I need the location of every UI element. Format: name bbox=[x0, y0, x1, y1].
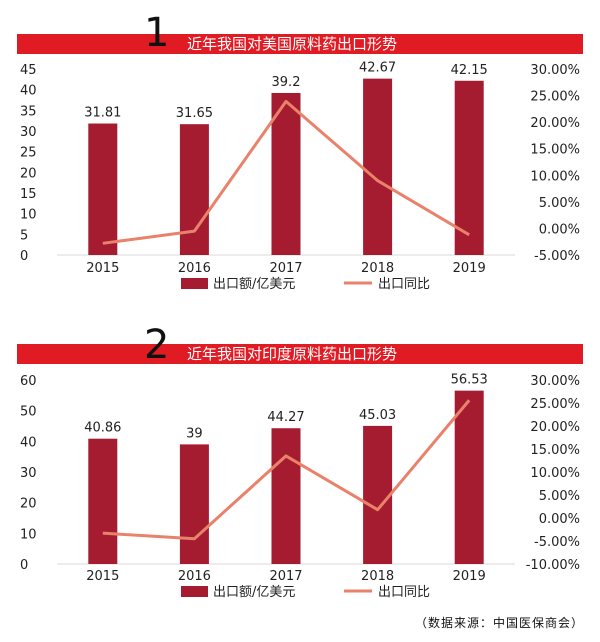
x-tick-label: 2018 bbox=[361, 569, 394, 584]
data-label: 44.27 bbox=[267, 410, 304, 425]
x-tick-label: 2015 bbox=[86, 569, 119, 584]
legend-label: 出口额/亿美元 bbox=[213, 585, 295, 600]
chart-plot: 0 5 10 15 20 25 30 35 40 45 -5.00% 0.00% 5.00% 10.00%… bbox=[20, 61, 580, 292]
y2-tick-label: 20.00% bbox=[530, 116, 580, 131]
y2-tick-label: 15.00% bbox=[530, 143, 580, 158]
y-tick-label: 0 bbox=[20, 249, 28, 264]
legend-label: 出口同比 bbox=[378, 277, 430, 292]
bar bbox=[363, 78, 393, 255]
title-banner bbox=[17, 34, 583, 54]
y2-tick-label: -5.00% bbox=[534, 249, 580, 264]
y-tick-label: 35 bbox=[20, 104, 37, 119]
x-tick-label: 2015 bbox=[86, 261, 119, 276]
chart-title: 近年我国对印度原料药出口形势 bbox=[187, 345, 398, 363]
y-tick-label: 5 bbox=[20, 228, 28, 243]
y-tick-label: 25 bbox=[20, 146, 37, 161]
y-tick-label: 10 bbox=[20, 208, 37, 223]
y2-tick-label: 0.00% bbox=[539, 512, 580, 527]
x-tick-label: 2017 bbox=[269, 569, 302, 584]
legend-label: 出口同比 bbox=[378, 585, 430, 600]
x-tick-label: 2016 bbox=[178, 261, 211, 276]
source-note: （数据来源：中国医保商会） bbox=[414, 616, 584, 630]
y2-tick-label: 25.00% bbox=[530, 90, 580, 105]
line-series bbox=[102, 399, 471, 541]
y2-tick-label: 10.00% bbox=[530, 466, 580, 481]
y2-tick-label: 15.00% bbox=[530, 443, 580, 458]
y-tick-label: 30 bbox=[20, 125, 37, 140]
data-label: 56.53 bbox=[451, 373, 488, 388]
y-tick-label: 40 bbox=[20, 435, 37, 450]
y2-tick-label: 20.00% bbox=[530, 420, 580, 435]
y2-tick-label: -5.00% bbox=[534, 535, 580, 550]
x-tick-label: 2018 bbox=[361, 261, 394, 276]
line-series bbox=[102, 99, 470, 245]
y-tick-label: 40 bbox=[20, 84, 37, 99]
x-tick-label: 2019 bbox=[453, 261, 486, 276]
data-label: 40.86 bbox=[84, 421, 121, 436]
y-tick-label: 0 bbox=[20, 558, 28, 573]
y2-tick-label: 5.00% bbox=[539, 489, 580, 504]
data-label: 39 bbox=[186, 426, 203, 441]
y2-tick-label: 30.00% bbox=[530, 374, 580, 389]
y2-tick-label: 10.00% bbox=[530, 169, 580, 184]
panel-number: 2 bbox=[144, 322, 170, 368]
y2-tick-label: 30.00% bbox=[530, 63, 580, 78]
x-tick-label: 2019 bbox=[453, 569, 486, 584]
y2-tick-label: 5.00% bbox=[539, 196, 580, 211]
data-label: 31.81 bbox=[84, 106, 121, 121]
bar bbox=[271, 428, 301, 564]
data-label: 31.65 bbox=[176, 106, 213, 121]
title-banner bbox=[17, 344, 583, 364]
bar bbox=[454, 390, 484, 564]
bar bbox=[179, 444, 209, 564]
y2-tick-label: 0.00% bbox=[539, 222, 580, 237]
data-label: 42.67 bbox=[359, 61, 396, 76]
y-tick-label: 10 bbox=[20, 527, 37, 542]
panel-number: 1 bbox=[144, 10, 170, 56]
bar bbox=[88, 438, 118, 564]
y-tick-label: 20 bbox=[20, 166, 37, 181]
data-label: 39.2 bbox=[272, 75, 301, 90]
legend-label: 出口额/亿美元 bbox=[213, 277, 295, 292]
y2-tick-label: -10.00% bbox=[526, 558, 580, 573]
y-tick-label: 60 bbox=[20, 374, 37, 389]
x-tick-label: 2017 bbox=[269, 261, 302, 276]
data-label: 45.03 bbox=[359, 408, 396, 423]
y2-tick-label: 25.00% bbox=[530, 397, 580, 412]
y-tick-label: 45 bbox=[20, 63, 37, 78]
y-tick-label: 20 bbox=[20, 497, 37, 512]
x-tick-label: 2016 bbox=[178, 569, 211, 584]
chart-panel-1: 1 近年我国对美国原料药出口形势 0 5 10 15 20 25 30 35 40 45 -5.00… bbox=[0, 0, 600, 310]
bar bbox=[454, 80, 484, 255]
bar bbox=[88, 123, 118, 255]
bar bbox=[363, 425, 393, 564]
y-tick-label: 30 bbox=[20, 466, 37, 481]
data-label: 42.15 bbox=[451, 63, 488, 78]
y-tick-label: 50 bbox=[20, 405, 37, 420]
chart-title: 近年我国对美国原料药出口形势 bbox=[187, 35, 398, 53]
legend-swatch-bar bbox=[181, 586, 208, 597]
legend-swatch-bar bbox=[181, 278, 208, 289]
bar bbox=[271, 92, 301, 256]
y-tick-label: 15 bbox=[20, 187, 37, 202]
